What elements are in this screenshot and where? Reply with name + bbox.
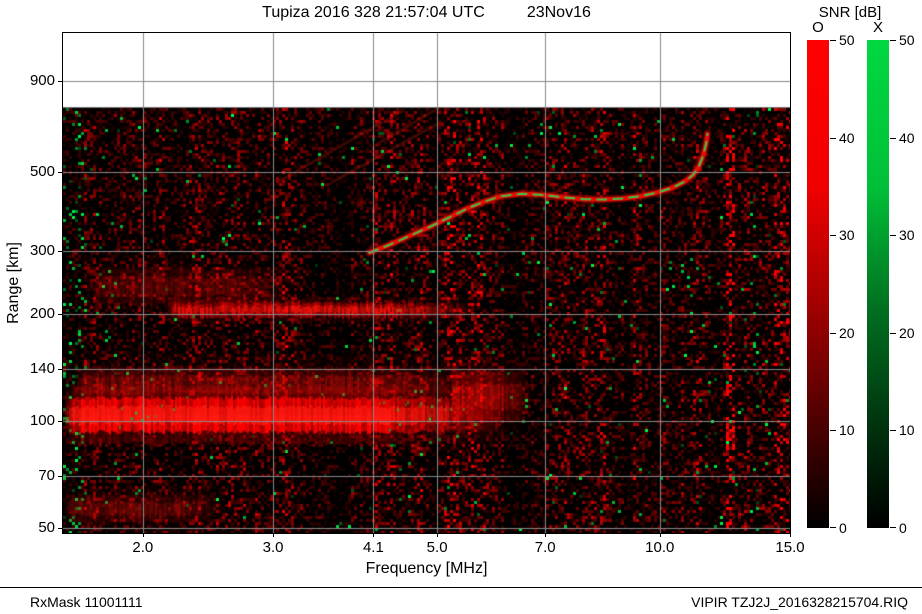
colorbar-tick-label: 10 [839, 422, 855, 439]
y-tick-label: 140 [29, 360, 55, 378]
x-tick-label: 4.1 [362, 539, 384, 556]
rxmask-text: RxMask 11001111 [30, 594, 143, 610]
colorbar-tick-mark [890, 332, 896, 334]
x-tick-mark [143, 533, 144, 537]
colorbar-tick-mark [830, 430, 836, 432]
x-tick-mark [660, 533, 661, 537]
y-tick-mark [58, 369, 62, 370]
y-tick-mark [58, 251, 62, 252]
plot-area [62, 32, 791, 534]
x-tick-label: 7.0 [534, 539, 556, 556]
colorbar-tick-mark [830, 40, 836, 41]
colorbar-tick-mark [890, 137, 896, 139]
colorbar-tick-label: 0 [899, 520, 907, 536]
x-tick-mark [273, 533, 274, 537]
colorbar-tick-label: 50 [899, 32, 915, 48]
colorbar-tick-label: 40 [899, 129, 915, 146]
o-polarization-label: O [812, 19, 824, 36]
y-tick-label: 50 [38, 519, 55, 537]
o-colorbar [807, 40, 829, 528]
x-tick-label: 2.0 [132, 539, 154, 556]
y-tick-label: 100 [29, 412, 55, 430]
colorbar-tick-mark [890, 40, 896, 41]
colorbar-tick-label: 0 [839, 520, 847, 536]
colorbar-tick-mark [830, 527, 836, 528]
filename-text: VIPIR TZJ2J_2016328215704.RIQ [691, 594, 908, 610]
y-tick-label: 500 [29, 163, 55, 181]
y-tick-label: 200 [29, 304, 55, 322]
colorbar-tick-label: 20 [839, 324, 855, 341]
colorbar-tick-mark [890, 235, 896, 237]
y-tick-label: 300 [29, 242, 55, 260]
y-tick-mark [58, 314, 62, 315]
y-tick-mark [58, 421, 62, 422]
x-colorbar [867, 40, 889, 528]
colorbar-tick-label: 10 [899, 422, 915, 439]
colorbar-tick-label: 30 [899, 227, 915, 244]
x-tick-label: 5.0 [426, 539, 448, 556]
x-polarization-label: X [872, 19, 883, 36]
y-tick-mark [58, 81, 62, 82]
x-tick-mark [373, 533, 374, 537]
colorbar-tick-label: 40 [839, 129, 855, 146]
ionogram-heatmap [63, 33, 790, 533]
colorbar-tick-mark [890, 527, 896, 528]
colorbar-tick-label: 30 [839, 227, 855, 244]
x-tick-mark [545, 533, 546, 537]
plot-date: 23Nov16 [526, 4, 591, 21]
x-tick-label: 3.0 [262, 539, 284, 556]
colorbar-title: SNR [dB] [818, 4, 882, 21]
colorbar-tick-mark [830, 137, 836, 139]
x-axis-title: Frequency [MHz] [365, 560, 488, 577]
x-tick-label: 10.0 [645, 539, 675, 556]
x-tick-mark [790, 533, 791, 537]
y-tick-mark [58, 476, 62, 477]
plot-title: Tupiza 2016 328 21:57:04 UTC [262, 4, 485, 21]
x-tick-label: 15.0 [775, 539, 805, 556]
y-tick-label: 900 [29, 72, 55, 90]
y-tick-mark [58, 172, 62, 173]
y-tick-mark [58, 528, 62, 529]
title-row: Tupiza 2016 328 21:57:04 UTC 23Nov16 [63, 4, 790, 22]
colorbar-tick-label: 50 [839, 32, 855, 48]
colorbar-tick-mark [830, 235, 836, 237]
colorbar-tick-mark [830, 332, 836, 334]
colorbar-tick-mark [890, 430, 896, 432]
x-tick-mark [437, 533, 438, 537]
y-tick-label: 70 [38, 467, 55, 485]
colorbar-tick-label: 20 [899, 324, 915, 341]
footer-divider [0, 587, 922, 588]
